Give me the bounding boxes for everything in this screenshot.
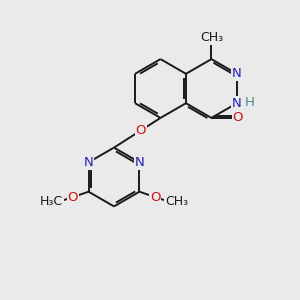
Text: N: N (232, 97, 242, 110)
Text: CH₃: CH₃ (200, 31, 223, 44)
Text: O: O (68, 190, 78, 204)
Text: H: H (244, 96, 254, 109)
Text: N: N (232, 67, 242, 80)
Text: N: N (84, 156, 93, 169)
Text: CH₃: CH₃ (165, 195, 188, 208)
Text: O: O (233, 111, 243, 124)
Text: O: O (136, 124, 146, 137)
Text: O: O (150, 190, 160, 204)
Text: N: N (135, 156, 144, 169)
Text: H₃C: H₃C (40, 195, 63, 208)
